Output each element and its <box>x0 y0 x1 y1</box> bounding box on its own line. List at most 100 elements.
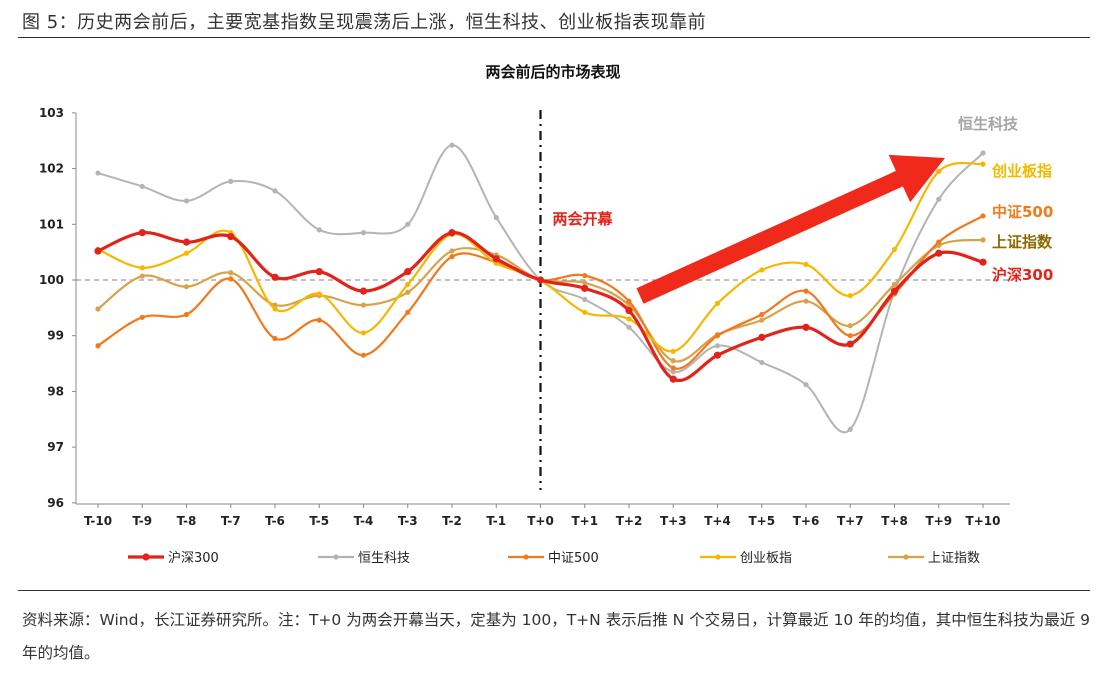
data-point-沪深300 <box>625 307 633 315</box>
data-point-上证指数 <box>405 289 411 295</box>
y-tick-label: 102 <box>39 162 64 176</box>
x-tick-label: T+2 <box>616 514 643 528</box>
data-point-恒生科技 <box>183 198 190 204</box>
x-tick-label: T-7 <box>221 514 241 528</box>
x-tick-label: T-1 <box>486 514 506 528</box>
data-point-恒生科技 <box>360 230 367 236</box>
data-point-沪深300 <box>182 238 191 246</box>
data-point-中证500 <box>759 311 765 318</box>
end-label-上证指数: 上证指数 <box>992 233 1053 251</box>
data-point-创业板指 <box>626 316 632 322</box>
event-marker-label: 两会开幕 <box>553 210 614 228</box>
x-tick-label: T+6 <box>793 514 820 528</box>
x-tick-label: T+0 <box>527 514 554 528</box>
end-label-沪深300: 沪深300 <box>992 266 1053 284</box>
data-point-上证指数 <box>847 323 853 329</box>
data-point-创业板指 <box>272 306 278 312</box>
data-point-上证指数 <box>980 237 986 243</box>
data-point-沪深300 <box>315 268 323 276</box>
data-point-创业板指 <box>139 265 145 271</box>
legend-marker-中证500 <box>523 554 529 560</box>
data-point-创业板指 <box>183 250 190 256</box>
data-point-沪深300 <box>227 232 235 241</box>
top-rule <box>18 37 1090 38</box>
y-tick-label: 100 <box>39 273 64 287</box>
x-tick-label: T-10 <box>84 514 112 528</box>
bottom-rule <box>18 590 1090 591</box>
data-point-恒生科技 <box>847 426 853 432</box>
data-point-创业板指 <box>847 292 853 299</box>
data-point-创业板指 <box>891 246 898 252</box>
x-tick-label: T+8 <box>881 514 908 528</box>
data-point-沪深300 <box>713 351 722 359</box>
x-tick-label: T-2 <box>442 514 462 528</box>
data-point-上证指数 <box>449 248 455 254</box>
figure-title: 图 5：历史两会前后，主要宽基指数呈现震荡后上涨，恒生科技、创业板指表现靠前 <box>22 12 707 33</box>
data-point-中证500 <box>847 333 853 339</box>
legend-label-创业板指: 创业板指 <box>740 551 792 566</box>
data-point-沪深300 <box>581 284 589 292</box>
data-point-中证500 <box>980 213 986 219</box>
x-tick-label: T-4 <box>354 514 374 528</box>
data-point-上证指数 <box>183 284 190 290</box>
data-point-上证指数 <box>272 302 278 308</box>
data-point-中证500 <box>316 317 322 323</box>
x-tick-label: T+5 <box>748 514 775 528</box>
data-point-恒生科技 <box>759 359 765 366</box>
x-tick-label: T+1 <box>571 514 598 528</box>
y-tick-label: 96 <box>47 496 64 510</box>
data-point-沪深300 <box>935 249 943 257</box>
data-point-上证指数 <box>803 298 809 304</box>
data-point-中证500 <box>183 311 190 318</box>
data-point-恒生科技 <box>670 369 676 375</box>
data-point-恒生科技 <box>714 343 721 349</box>
data-point-上证指数 <box>582 280 588 286</box>
legend-label-沪深300: 沪深300 <box>168 550 219 566</box>
x-tick-label: T+9 <box>925 514 952 528</box>
data-point-中证500 <box>228 276 234 282</box>
data-point-中证500 <box>582 272 588 279</box>
legend-label-上证指数: 上证指数 <box>928 551 980 566</box>
data-point-沪深300 <box>94 247 102 255</box>
data-point-恒生科技 <box>95 170 101 176</box>
data-point-恒生科技 <box>803 382 809 388</box>
line-chart: 两会前后的市场表现 96 97 98 99 100 101 102 103 T-10 T-9 T-8… <box>39 63 1053 566</box>
data-point-沪深300 <box>669 375 677 383</box>
data-point-沪深300 <box>448 229 456 237</box>
data-point-恒生科技 <box>582 296 588 303</box>
data-point-沪深300 <box>536 276 545 284</box>
data-point-沪深300 <box>846 340 854 348</box>
data-point-中证500 <box>936 239 942 245</box>
data-point-创业板指 <box>980 161 986 167</box>
data-point-恒生科技 <box>626 324 632 330</box>
legend-marker-上证指数 <box>903 554 909 560</box>
data-point-上证指数 <box>759 317 765 323</box>
x-tick-label: T+3 <box>660 514 687 528</box>
data-point-中证500 <box>626 298 632 304</box>
data-point-恒生科技 <box>405 221 411 227</box>
data-point-创业板指 <box>714 300 721 306</box>
data-point-创业板指 <box>582 309 588 315</box>
chart-annotations: 两会开幕 <box>76 110 1010 490</box>
y-tick-label: 101 <box>39 217 64 231</box>
data-point-创业板指 <box>759 267 765 273</box>
chart-series <box>94 142 987 434</box>
data-point-恒生科技 <box>980 150 986 156</box>
chart-title: 两会前后的市场表现 <box>485 63 620 81</box>
data-point-沪深300 <box>802 323 810 331</box>
x-tick-label: T-8 <box>177 514 197 528</box>
x-tick-label: T-5 <box>309 514 329 528</box>
data-point-恒生科技 <box>493 215 499 221</box>
data-point-中证500 <box>449 254 455 260</box>
data-point-中证500 <box>405 309 411 315</box>
data-point-创业板指 <box>360 330 367 336</box>
data-point-恒生科技 <box>139 183 145 190</box>
legend-marker-沪深300 <box>142 553 150 561</box>
data-point-上证指数 <box>228 270 234 276</box>
end-label-恒生科技: 恒生科技 <box>958 115 1019 133</box>
data-point-恒生科技 <box>449 142 455 148</box>
source-note: 资料来源：Wind，长江证券研究所。注：T+0 为两会开幕当天，定基为 100，… <box>22 611 1091 662</box>
end-label-创业板指: 创业板指 <box>991 162 1052 180</box>
data-point-沪深300 <box>404 268 412 276</box>
